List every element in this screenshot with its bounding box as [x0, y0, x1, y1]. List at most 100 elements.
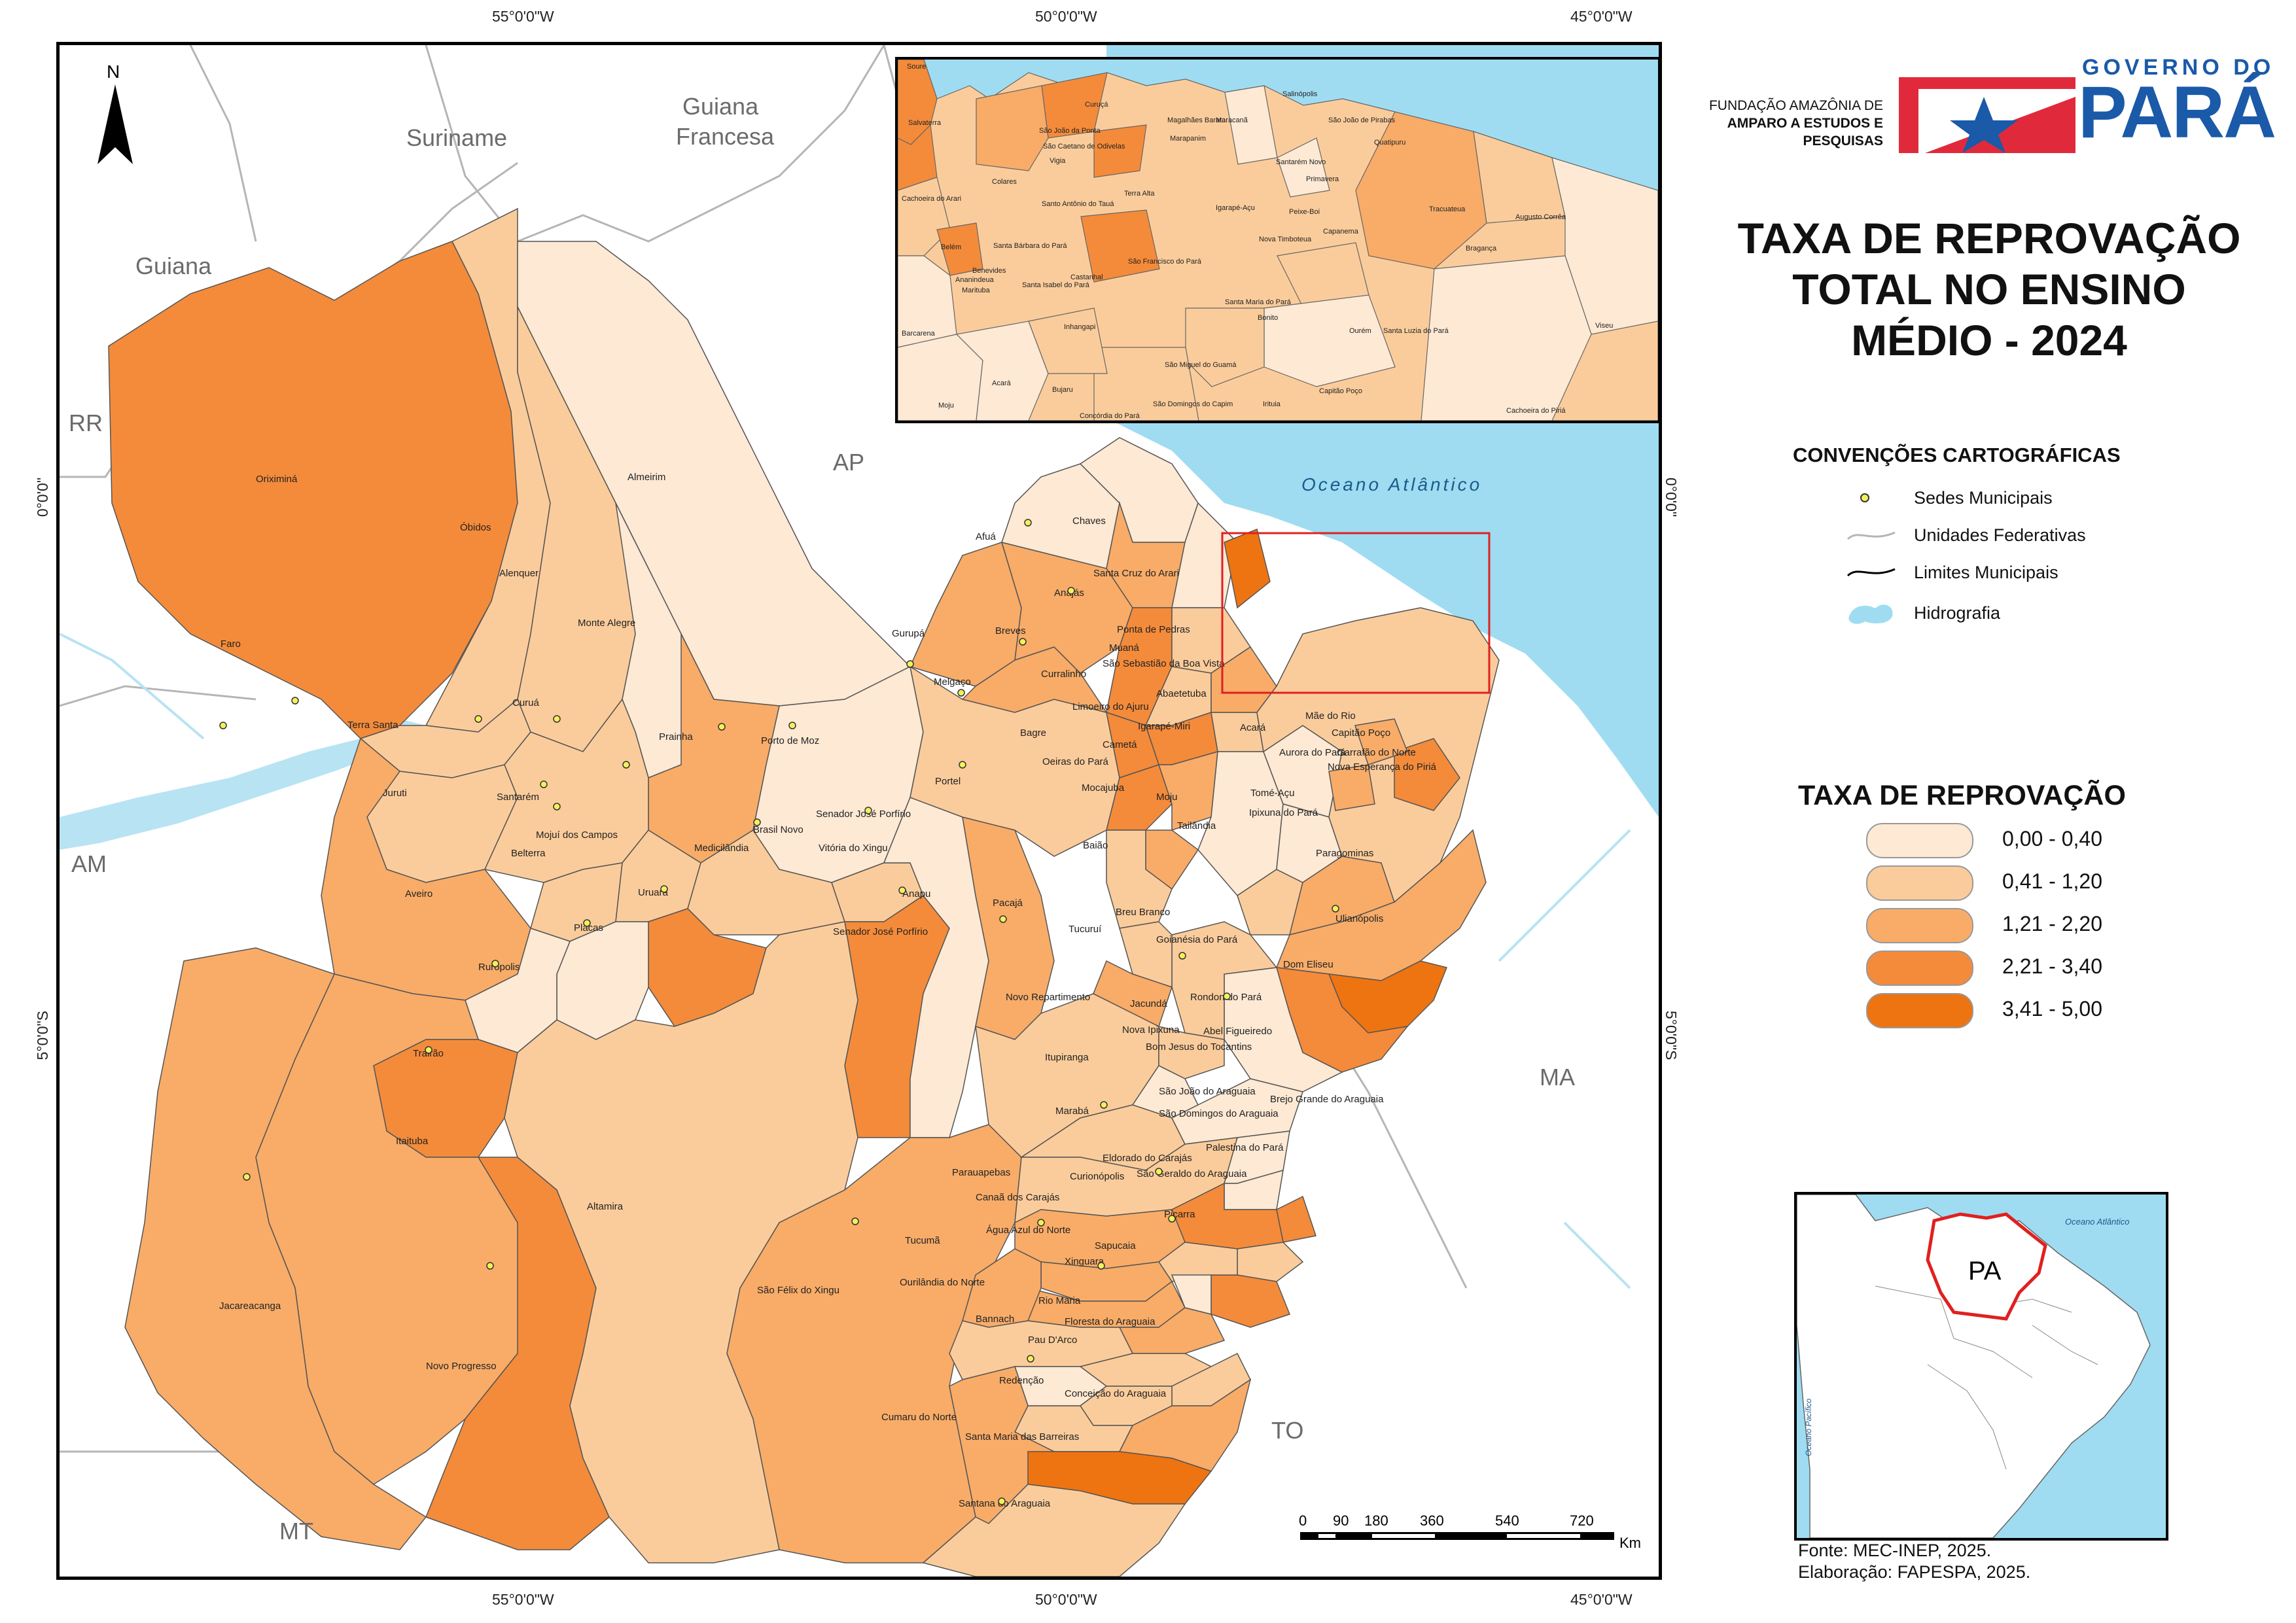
inset-bujaru	[1028, 307, 1108, 374]
label-muana: Muaná	[1109, 642, 1140, 654]
inset-label-0: Soure	[907, 63, 926, 71]
para-flag-logo	[1899, 77, 2075, 153]
inset-label-47: Cachoeira do Piriá	[1506, 407, 1566, 415]
label-medicilandia: Medicilândia	[694, 843, 749, 854]
muni-santana-araguaia[interactable]	[922, 1484, 1186, 1577]
legend-label-3: 2,21 - 3,40	[2002, 954, 2102, 978]
label-santa-maria-barreiras: Santa Maria das Barreiras	[965, 1431, 1079, 1442]
label-alenquer: Alenquer	[499, 568, 539, 579]
muni-breu-branco[interactable]	[1119, 921, 1173, 988]
label-porto-de-moz: Porto de Moz	[761, 735, 819, 746]
inset-label-44: São Domingos do Capim	[1153, 400, 1233, 408]
inset-vigia	[976, 85, 1049, 171]
inset-label-11: Maracanã	[1216, 116, 1248, 124]
label-juruti: Juruti	[383, 788, 407, 799]
label-guiana: Guiana	[135, 253, 212, 279]
amazon-river	[60, 719, 426, 850]
org-line-3: PESQUISAS	[1803, 133, 1883, 148]
label-senador-1: Senador José Porfírio	[816, 809, 911, 820]
label-garrafao: Garrafão do Norte	[1337, 747, 1416, 758]
label-dom-eliseu: Dom Eliseu	[1283, 959, 1333, 970]
muni-soure-mainland[interactable]	[1224, 528, 1271, 609]
label-parauapebas: Parauapebas	[952, 1167, 1010, 1178]
muni-oeiras[interactable]	[1106, 764, 1173, 831]
legend-label-2: 1,21 - 2,20	[2002, 912, 2102, 935]
muni-line-icon	[1846, 568, 1896, 577]
label-bom-jesus: Bom Jesus do Tocantins	[1146, 1041, 1252, 1053]
muni-jacareacanga[interactable]	[124, 947, 427, 1550]
label-belterra: Belterra	[511, 848, 546, 859]
river-network	[60, 633, 1631, 1289]
muni-picarra[interactable]	[1210, 1274, 1290, 1328]
conventions-title: CONVENÇÕES CARTOGRÁFICAS	[1793, 444, 2121, 466]
label-rio-maria: Rio Maria	[1038, 1295, 1081, 1306]
muni-gurupa[interactable]	[909, 542, 1022, 687]
inset-label-9: Marapanim	[1170, 135, 1206, 143]
inset-sao-domingos	[1093, 347, 1199, 421]
gov-bottom-text: PARÁ	[2078, 71, 2276, 153]
scale-bar: 0 90 180 360 540 720 Km	[1299, 1511, 1646, 1557]
label-breu-branco: Breu Branco	[1116, 907, 1170, 918]
scale-tick-4: 540	[1495, 1512, 1519, 1529]
label-itaituba: Itaituba	[396, 1136, 429, 1147]
label-oriximina: Oriximiná	[256, 474, 298, 485]
label-brasil-novo: Brasil Novo	[753, 824, 804, 835]
conv-uf: Unidades Federativas	[1914, 525, 2086, 545]
locator-pa-label: PA	[1968, 1257, 2002, 1285]
inset-label-26: Santa Isabel do Pará	[1022, 281, 1090, 289]
label-conceicao: Conceição do Araguaia	[1065, 1388, 1167, 1399]
svg-text:N: N	[107, 61, 120, 82]
legend-swatch-1	[1866, 865, 1973, 901]
locator-ocean-pac: Oceano Pacífico	[1804, 1399, 1813, 1456]
title-line-3: MÉDIO - 2024	[1851, 316, 2127, 364]
source-line-2: Elaboração: FAPESPA, 2025.	[1798, 1562, 2031, 1582]
muni-oriximina[interactable]	[108, 241, 518, 739]
inset-barcarena	[898, 255, 957, 348]
inset-label-7: Acará	[992, 379, 1012, 387]
conv-limites: Limites Municipais	[1914, 563, 2058, 582]
locator-map[interactable]: PA Oceano Atlântico Oceano Pacífico	[1794, 1192, 2168, 1541]
conv-hidro: Hidrografia	[1914, 603, 2001, 623]
coord-bottom-50w: 50°0'0"W	[1035, 1591, 1097, 1608]
muni-goianesia[interactable]	[1171, 921, 1278, 1040]
label-nova-esperanca: Nova Esperança do Piriá	[1328, 761, 1437, 773]
muni-garrafao[interactable]	[1394, 738, 1460, 811]
inset-map[interactable]: Soure Salvaterra Cachoeira do Arari Belé…	[895, 57, 1659, 423]
label-itupiranga: Itupiranga	[1045, 1052, 1089, 1063]
label-oeiras: Oeiras do Pará	[1042, 756, 1109, 767]
label-acara: Acará	[1240, 722, 1266, 733]
hydro-icon	[1848, 604, 1893, 624]
label-brejo-grande: Brejo Grande do Araguaia	[1270, 1094, 1384, 1105]
main-map[interactable]: Oriximiná Óbidos Almeirim Alenquer Monte…	[56, 42, 1662, 1580]
org-name: FUNDAÇÃO AMAZÔNIA DE AMPARO A ESTUDOS E …	[1667, 97, 1883, 150]
inset-label-40: Ourém	[1349, 327, 1371, 335]
inset-label-22: Santo Antônio do Tauá	[1042, 200, 1114, 208]
muni-sapucaia[interactable]	[1171, 1274, 1212, 1315]
coord-top-50w: 50°0'0"W	[1035, 8, 1097, 25]
label-capitao-poco: Capitão Poço	[1332, 727, 1390, 739]
inset-label-43: Bujaru	[1052, 386, 1073, 394]
label-maraba: Marabá	[1055, 1106, 1089, 1117]
label-bagre: Bagre	[1020, 727, 1046, 739]
label-nova-ipixuna: Nova Ipixuna	[1122, 1024, 1180, 1036]
south-america	[1797, 1195, 2151, 1538]
muni-capitao-poco[interactable]	[1354, 718, 1408, 765]
coord-left-0: 0°0'0"	[34, 478, 51, 517]
label-novo-repartimento: Novo Repartimento	[1006, 992, 1090, 1003]
muni-rondon[interactable]	[1224, 967, 1343, 1092]
muni-aurora[interactable]	[1328, 764, 1375, 811]
inset-castanhal	[1080, 209, 1160, 283]
municipal-seats	[219, 519, 1339, 1505]
muni-baiao[interactable]	[1106, 829, 1173, 929]
label-moju: Moju	[1156, 792, 1178, 803]
label-am: AM	[71, 850, 107, 877]
uf-line-icon	[1846, 531, 1896, 540]
title-line-2: TOTAL NO ENSINO	[1792, 265, 2186, 313]
label-curua: Curuá	[512, 697, 540, 708]
label-rr: RR	[69, 410, 103, 436]
label-agua-azul: Água Azul do Norte	[986, 1225, 1070, 1236]
inset-label-2: Cachoeira do Arari	[902, 195, 961, 203]
label-baiao: Baião	[1083, 840, 1108, 851]
inset-canvas: Soure Salvaterra Cachoeira do Arari Belé…	[898, 60, 1658, 421]
legend-title: TAXA DE REPROVAÇÃO	[1798, 780, 2126, 811]
